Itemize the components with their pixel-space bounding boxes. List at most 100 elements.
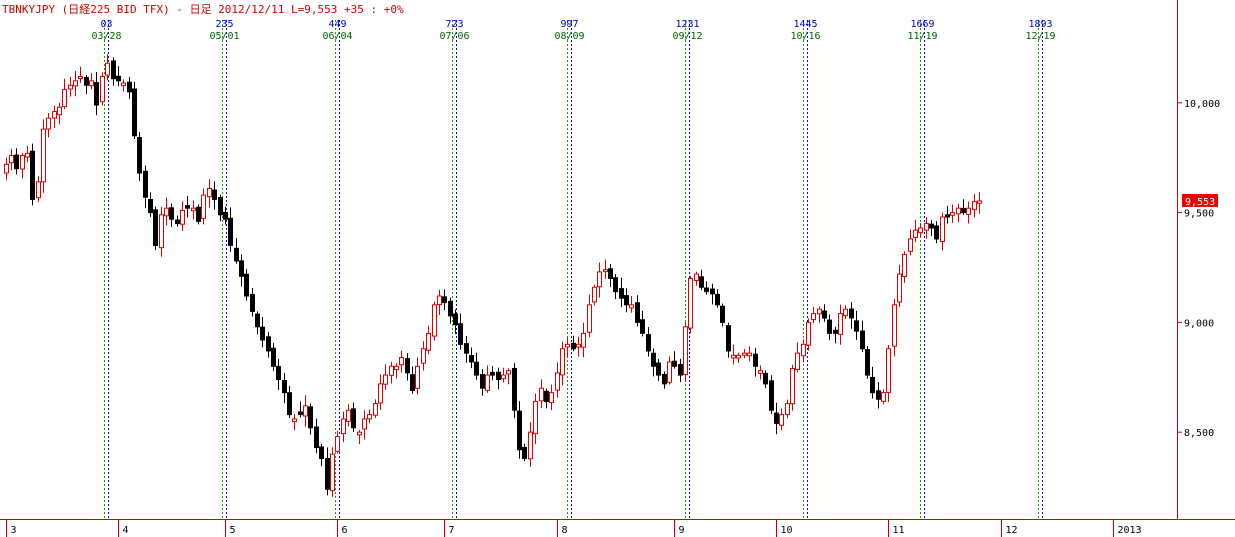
cycle-count-label: 03 (100, 19, 112, 30)
candle-body (849, 308, 854, 319)
candle-body (367, 414, 372, 420)
x-tick-label: 5 (230, 525, 236, 536)
candle-body (175, 219, 180, 225)
candle-body (68, 84, 73, 90)
candle-body (153, 209, 158, 247)
cycle-count-label: 449 (328, 19, 346, 30)
cycle-date-label: 07/06 (439, 31, 469, 42)
candle-body (234, 247, 239, 262)
candle-body (303, 405, 308, 417)
candle-body (678, 364, 683, 376)
candle-body (373, 403, 378, 416)
candle-body (9, 155, 14, 164)
candle-body (833, 329, 838, 334)
candle-body (934, 225, 939, 240)
candle-body (137, 137, 142, 174)
candle-body (539, 387, 544, 402)
candle-body (169, 207, 174, 220)
candle-body (624, 294, 629, 306)
cycle-date-label: 05/01 (209, 31, 239, 42)
candle-body (378, 383, 383, 404)
candle-body (726, 325, 731, 352)
cycle-count-label: 997 (560, 19, 578, 30)
candle-body (549, 392, 554, 403)
candle-body (292, 418, 297, 423)
candle-body (325, 457, 330, 490)
candle-body (640, 319, 645, 334)
candle-body (308, 406, 313, 429)
candle-body (266, 336, 271, 352)
candle-body (565, 343, 570, 348)
x-tick-label: 8 (562, 525, 568, 536)
candle-body (635, 302, 640, 323)
candle-body (250, 293, 255, 312)
candle-body (801, 343, 806, 357)
candle-body (191, 207, 196, 212)
candle-body (646, 334, 651, 352)
cycle-date-label: 08/09 (554, 31, 584, 42)
candle-body (57, 106, 62, 116)
candle-body (897, 273, 902, 303)
candle-body (608, 268, 613, 279)
candle-body (587, 304, 592, 333)
candle-body (651, 352, 656, 367)
cycle-date-label: 06/04 (322, 31, 352, 42)
candle-body (464, 343, 469, 354)
candle-body (469, 355, 474, 363)
x-tick-label: 9 (679, 525, 685, 536)
candle-body (843, 308, 848, 317)
candle-body (506, 370, 511, 375)
candle-body (528, 431, 533, 460)
candle-body (20, 155, 25, 170)
last-price-text: 9,553 (1185, 197, 1215, 208)
candle-body (929, 223, 934, 229)
y-axis: 10,000 9,500 9,000 8,500 (1178, 99, 1220, 439)
candle-body (496, 371, 501, 380)
candle-body (346, 409, 351, 422)
candle-body (672, 360, 677, 367)
candle-body (490, 371, 495, 376)
x-axis: 3 4 5 6 7 8 9 10 11 12 2013 (6, 519, 1142, 537)
candle-body (432, 304, 437, 337)
candle-body (405, 358, 410, 374)
candle-body (362, 418, 367, 430)
last-price-label: 9,553 (1182, 193, 1218, 208)
cycle-date-label: 12/19 (1025, 31, 1055, 42)
candle-body (827, 319, 832, 334)
cycle-count-label: 235 (215, 19, 233, 30)
y-tick-label: 9,500 (1184, 209, 1214, 220)
candle-body (940, 216, 945, 243)
candle-body (555, 372, 560, 391)
candle-body (699, 276, 704, 288)
candle-body (956, 207, 961, 215)
candle-body (908, 238, 913, 252)
candle-body (335, 436, 340, 452)
candle-body (854, 320, 859, 332)
cycle-date-label: 10/16 (790, 31, 820, 42)
candle-body (667, 361, 672, 383)
candle-body (84, 77, 89, 86)
candle-body (517, 410, 522, 451)
candle-body (448, 300, 453, 317)
candle-body (603, 269, 608, 273)
candle-body (458, 323, 463, 345)
cycle-count-label: 1231 (675, 19, 699, 30)
candle-body (218, 197, 223, 216)
candle-body (94, 82, 99, 106)
candle-body (132, 88, 137, 137)
candle-body (389, 365, 394, 376)
candle-body (774, 412, 779, 424)
candle-body (442, 296, 447, 304)
x-tick-label: 12 (1006, 525, 1018, 536)
candles (4, 54, 982, 497)
candle-body (319, 446, 324, 460)
candle-body (46, 117, 51, 130)
candle-body (892, 304, 897, 347)
cycle-date-label: 09/12 (672, 31, 702, 42)
candle-body (111, 60, 116, 80)
x-tick-label: 7 (449, 525, 455, 536)
candle-body (870, 376, 875, 394)
candle-body (913, 229, 918, 238)
candle-body (688, 277, 693, 329)
